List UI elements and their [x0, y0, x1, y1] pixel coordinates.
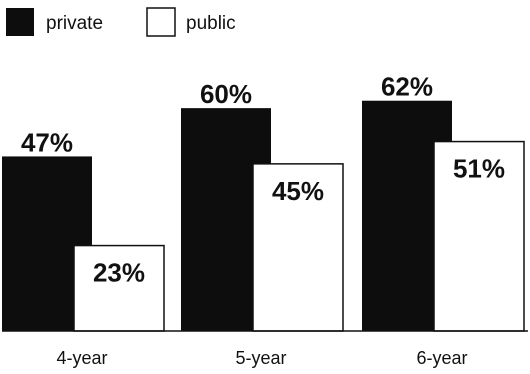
legend-swatch-private	[6, 8, 34, 36]
category-label-6-year: 6-year	[416, 348, 467, 368]
bars-group	[2, 100, 525, 332]
value-label-private-6-year: 62%	[381, 72, 433, 102]
legend-swatch-public	[146, 7, 176, 37]
bar-public-4-year	[73, 244, 165, 332]
value-label-private-5-year: 60%	[200, 79, 252, 109]
legend-label-private: private	[46, 13, 103, 34]
category-label-5-year: 5-year	[235, 348, 286, 368]
bar-public-5-year	[252, 163, 344, 332]
x-axis: 4-year 5-year 6-year	[2, 330, 528, 368]
category-label-4-year: 4-year	[56, 348, 107, 368]
value-label-private-4-year: 47%	[21, 127, 73, 157]
value-label-public-4-year: 23%	[93, 258, 145, 288]
legend: private public	[6, 7, 236, 37]
value-label-public-6-year: 51%	[453, 154, 505, 184]
value-labels-group: 47% 23% 60% 45% 62% 51%	[21, 72, 505, 288]
legend-label-public: public	[186, 13, 236, 34]
value-label-public-5-year: 45%	[272, 176, 324, 206]
